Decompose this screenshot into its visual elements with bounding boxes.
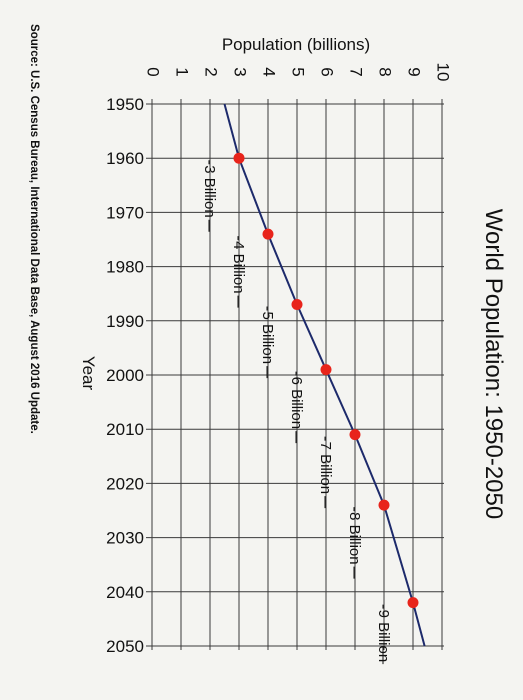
year-tick-2020: 2020 <box>106 474 144 493</box>
milestone-label-5: 7 Billion <box>317 442 334 495</box>
milestone-label-6: 8 Billion <box>346 512 363 565</box>
pop-tick-9: 9 <box>405 67 424 76</box>
pop-tick-6: 6 <box>318 67 337 76</box>
milestone-marker-4 <box>320 364 332 376</box>
milestone-label-2: 4 Billion <box>230 241 247 294</box>
year-tick-2000: 2000 <box>106 366 144 385</box>
milestone-label-1: 3 Billion <box>201 165 218 218</box>
milestone-marker-3 <box>291 299 303 311</box>
pop-tick-8: 8 <box>376 67 395 76</box>
pop-tick-5: 5 <box>289 67 308 76</box>
year-tick-1990: 1990 <box>106 312 144 331</box>
milestone-marker-5 <box>349 429 361 441</box>
pop-tick-4: 4 <box>260 67 279 76</box>
year-tick-2010: 2010 <box>106 420 144 439</box>
year-tick-1950: 1950 <box>106 95 144 114</box>
pop-tick-1: 1 <box>173 67 192 76</box>
milestone-label-4: 6 Billion <box>288 377 305 430</box>
x-axis-label: Year <box>79 356 98 391</box>
milestone-annotations: 3 Billion 4 Billion 5 Billion 6 Billion 7 Bi… <box>201 160 392 665</box>
pop-tick-7: 7 <box>347 67 366 76</box>
pop-tick-10: 10 <box>434 63 453 82</box>
year-tick-2050: 2050 <box>106 637 144 656</box>
year-tick-1960: 1960 <box>106 149 144 168</box>
pop-tick-0: 0 <box>144 67 163 76</box>
year-tick-1980: 1980 <box>106 258 144 277</box>
year-tick-2030: 2030 <box>106 529 144 548</box>
population-tick-labels: 0 1 2 3 4 5 6 7 8 9 10 <box>144 63 453 82</box>
milestone-marker-1 <box>233 152 245 164</box>
year-tick-2040: 2040 <box>106 583 144 602</box>
milestone-marker-7 <box>407 597 419 609</box>
milestone-marker-6 <box>378 499 390 511</box>
milestone-label-7: 9 Billion <box>375 610 392 663</box>
milestone-label-3: 5 Billion <box>259 312 276 365</box>
chart-title: World Population: 1950-2050 <box>480 209 507 519</box>
source-note: Source: U.S. Census Bureau, Internationa… <box>28 24 40 434</box>
milestone-marker-2 <box>262 228 274 240</box>
year-tick-1970: 1970 <box>106 203 144 222</box>
y-axis-label: Population (billions) <box>222 35 370 54</box>
year-tick-labels: 1950 1960 1970 1980 1990 2000 2010 2020 2030 2040… <box>106 95 144 656</box>
pop-tick-2: 2 <box>202 67 221 76</box>
milestone-markers <box>233 152 419 609</box>
pop-tick-3: 3 <box>231 67 250 76</box>
